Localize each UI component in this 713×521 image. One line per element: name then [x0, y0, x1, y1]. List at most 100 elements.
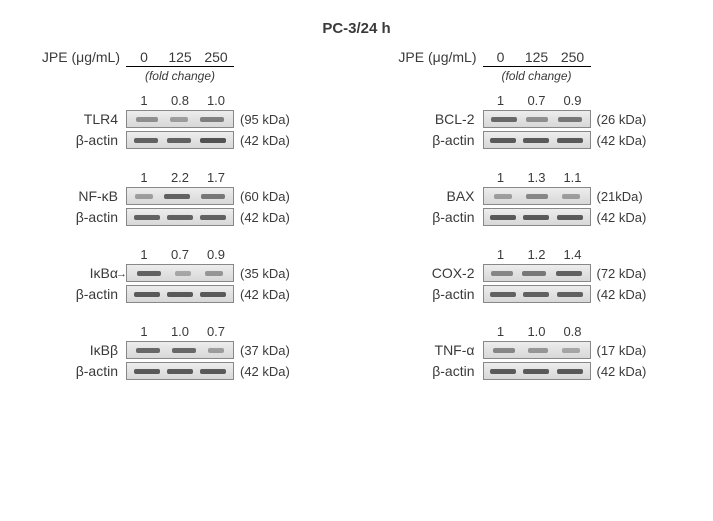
dose-value: 125: [519, 49, 555, 65]
fold-change-row: 10.81.0: [126, 93, 327, 108]
dose-values: 0125250: [483, 49, 591, 67]
molecular-weight: (42 kDa): [240, 364, 290, 379]
molecular-weight: (42 kDa): [597, 364, 647, 379]
blot-band: [557, 215, 583, 220]
blot-band: [528, 348, 548, 353]
fold-value: 1.0: [198, 93, 234, 108]
molecular-weight: (35 kDa): [240, 266, 290, 281]
blot-band: [490, 292, 516, 297]
blot-band: [522, 271, 546, 276]
molecular-weight: (26 kDa): [597, 112, 647, 127]
blot-band: [205, 271, 223, 276]
fold-value: 1: [483, 324, 519, 339]
blot-band: [523, 138, 549, 143]
blot-band: [175, 271, 191, 276]
protein-label: β-actin: [30, 363, 126, 379]
target-band-row: COX-2(72 kDa): [387, 264, 684, 282]
blot-band: [491, 271, 513, 276]
protein-group: 10.70.9BCL-2(26 kDa)β-actin(42 kDa): [387, 93, 684, 152]
blot-band: [490, 369, 516, 374]
fold-value: 2.2: [162, 170, 198, 185]
blot-strip: [483, 362, 591, 380]
protein-label: NF-κB: [30, 188, 126, 204]
fold-value: 0.8: [555, 324, 591, 339]
protein-label: β-actin: [30, 132, 126, 148]
blot-band: [134, 138, 158, 143]
blot-strip: [126, 131, 234, 149]
fold-change-row: 11.21.4: [483, 247, 684, 262]
blot-band: [201, 194, 225, 199]
blot-band: [494, 194, 512, 199]
fold-value: 1.7: [198, 170, 234, 185]
fold-value: 0.9: [555, 93, 591, 108]
blot-strip: [126, 362, 234, 380]
fold-value: 0.9: [198, 247, 234, 262]
blot-strip: [483, 341, 591, 359]
fold-value: 1.3: [519, 170, 555, 185]
blot-band: [490, 215, 516, 220]
blot-band: [493, 348, 515, 353]
blot-strip: [126, 341, 234, 359]
blot-strip: [126, 285, 234, 303]
blot-band: [137, 271, 161, 276]
blot-band: [200, 138, 226, 143]
dose-value: 0: [483, 49, 519, 65]
right-column: JPE (μg/mL)0125250(fold change)10.70.9BC…: [387, 49, 684, 401]
fold-value: 1: [126, 247, 162, 262]
target-band-row: BAX(21kDa): [387, 187, 684, 205]
actin-band-row: β-actin (42 kDa): [30, 362, 327, 380]
blot-band: [170, 117, 188, 122]
fold-change-row: 12.21.7: [126, 170, 327, 185]
blot-strip: [483, 187, 591, 205]
protein-label: TLR4: [30, 111, 126, 127]
blot-strip: [483, 110, 591, 128]
blot-band: [526, 117, 548, 122]
molecular-weight: (42 kDa): [240, 133, 290, 148]
fold-change-caption: (fold change): [483, 69, 591, 83]
fold-change-row: 11.00.7: [126, 324, 327, 339]
blot-band: [200, 369, 226, 374]
target-band-row: BCL-2(26 kDa): [387, 110, 684, 128]
protein-group: 11.21.4 COX-2(72 kDa) β-actin(42 kDa): [387, 247, 684, 306]
protein-label: BAX: [387, 188, 483, 204]
molecular-weight: (95 kDa): [240, 112, 290, 127]
fold-value: 1.2: [519, 247, 555, 262]
dose-value: 250: [198, 49, 234, 65]
protein-label: COX-2: [387, 265, 483, 281]
blot-strip: [483, 264, 591, 282]
molecular-weight: (37 kDa): [240, 343, 290, 358]
blot-strip: [126, 110, 234, 128]
blot-band: [562, 348, 580, 353]
actin-band-row: β-actin(42 kDa): [387, 285, 684, 303]
blot-strip: [483, 285, 591, 303]
molecular-weight: (60 kDa): [240, 189, 290, 204]
dose-value: 250: [555, 49, 591, 65]
blot-strip: [483, 131, 591, 149]
dose-value: 0: [126, 49, 162, 65]
protein-group: 10.81.0TLR4 (95 kDa) β-actin (42 kDa): [30, 93, 327, 152]
fold-change-row: 11.31.1: [483, 170, 684, 185]
fold-value: 1.0: [162, 324, 198, 339]
fold-change-row: 11.00.8: [483, 324, 684, 339]
blot-strip: [126, 264, 234, 282]
figure-title: PC-3/24 h: [30, 20, 683, 37]
target-band-row: TLR4 (95 kDa): [30, 110, 327, 128]
protein-group: 11.00.8TNF-α(17 kDa)β-actin(42 kDa): [387, 324, 684, 383]
protein-label: β-actin: [387, 209, 483, 225]
blot-band: [167, 215, 193, 220]
actin-band-row: β-actin (42 kDa): [387, 208, 684, 226]
actin-band-row: β-actin(42 kDa): [387, 131, 684, 149]
actin-band-row: β-actin(42 kDa): [30, 208, 327, 226]
protein-group: 10.70.9→IκBα(35 kDa)β-actin(42 kDa): [30, 247, 327, 306]
blot-band: [172, 348, 196, 353]
target-band-row: →IκBα(35 kDa): [30, 264, 327, 282]
protein-label: β-actin: [387, 132, 483, 148]
blot-band: [558, 117, 582, 122]
target-band-row: TNF-α(17 kDa): [387, 341, 684, 359]
molecular-weight: (42 kDa): [240, 287, 290, 302]
fold-value: 0.8: [162, 93, 198, 108]
fold-value: 1.1: [555, 170, 591, 185]
molecular-weight: (42 kDa): [597, 210, 647, 225]
blot-band: [523, 369, 549, 374]
blot-band: [134, 369, 160, 374]
